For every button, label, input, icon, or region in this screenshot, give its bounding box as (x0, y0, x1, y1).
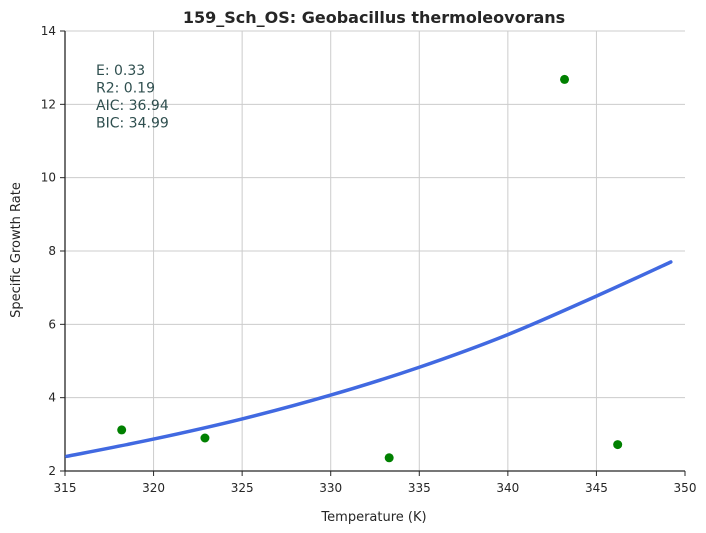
x-tick-label: 335 (408, 481, 431, 495)
fit-curve (65, 260, 673, 459)
y-tick-label: 14 (41, 24, 56, 38)
y-tick-label: 4 (48, 391, 56, 405)
annotation-line: E: 0.33 (96, 63, 145, 79)
y-ticks: 2 4 6 8 10 12 14 (41, 24, 65, 478)
annotation-line: R2: 0.19 (96, 81, 155, 97)
data-point (560, 74, 570, 84)
y-tick-label: 8 (48, 244, 56, 258)
data-point (200, 433, 210, 443)
chart-title: 159_Sch_OS: Geobacillus thermoleovorans (183, 8, 565, 27)
x-tick-label: 330 (319, 481, 342, 495)
fit-curve-group (65, 260, 673, 459)
data-point (613, 440, 623, 450)
annotation-line: AIC: 36.94 (96, 98, 169, 114)
y-axis-label: Specific Growth Rate (9, 182, 24, 318)
y-tick-label: 2 (48, 464, 56, 478)
x-tick-label: 320 (142, 481, 165, 495)
y-tick-label: 6 (48, 317, 56, 331)
data-point (117, 425, 127, 435)
x-tick-label: 345 (585, 481, 608, 495)
data-points-group (117, 74, 623, 463)
data-point (384, 453, 394, 463)
x-tick-label: 340 (496, 481, 519, 495)
x-tick-label: 315 (54, 481, 77, 495)
x-ticks: 315 320 325 330 335 340 345 350 (54, 471, 697, 495)
x-axis-label: Temperature (K) (320, 510, 426, 525)
y-tick-label: 12 (41, 97, 56, 111)
x-tick-label: 325 (231, 481, 254, 495)
annotation-line: BIC: 34.99 (96, 116, 169, 132)
grid-lines (65, 30, 685, 471)
y-tick-label: 10 (41, 171, 56, 185)
x-tick-label: 350 (674, 481, 697, 495)
